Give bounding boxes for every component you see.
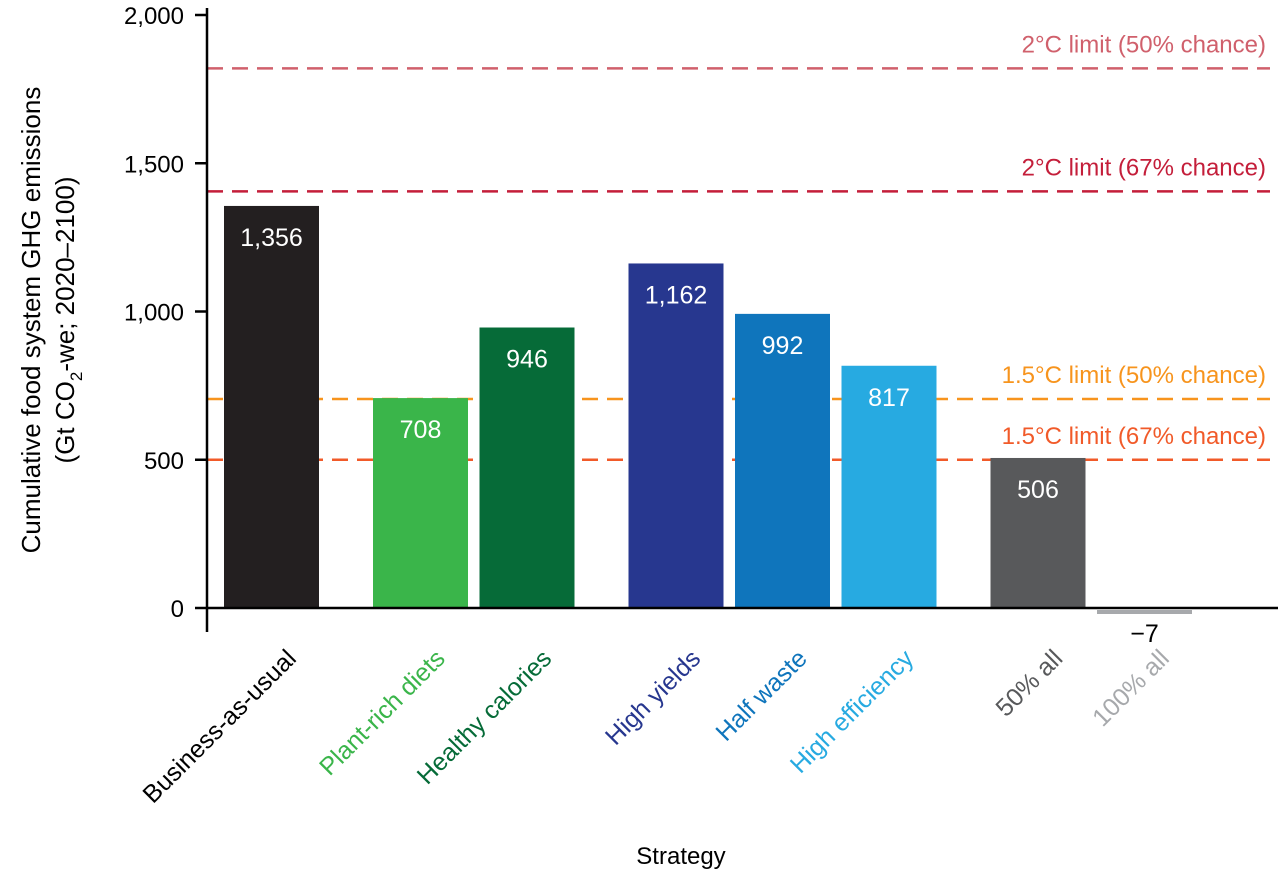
y-axis-title-pre: (Gt CO	[50, 381, 80, 463]
y-axis-title-post: -we; 2020–2100)	[50, 177, 80, 372]
reference-line-label: 2°C limit (67% chance)	[1022, 154, 1266, 181]
bar	[479, 327, 575, 608]
bars: 1,356 708 946 1,162 992 817 506 −7	[224, 205, 1192, 648]
category-label: 100% all	[1087, 644, 1175, 732]
category-label: High yields	[600, 644, 706, 750]
bar-value-label: 708	[400, 416, 442, 444]
y-tick-label: 500	[144, 448, 184, 475]
bar	[1097, 610, 1192, 614]
reference-line-label: 2°C limit (50% chance)	[1022, 31, 1266, 58]
category-label: Half waste	[710, 644, 812, 746]
y-axis-title-line1: Cumulative food system GHG emissions	[16, 87, 46, 554]
bar	[841, 365, 937, 608]
y-tick-label: 0	[171, 596, 184, 623]
bar-value-label: 817	[868, 384, 910, 412]
y-ticks: 0 500 1,000 1,500 2,000	[124, 3, 207, 623]
category-labels: Business-as-usual Plant-rich dietsHealthy…	[138, 644, 1175, 809]
bar	[628, 263, 724, 608]
y-tick-label: 2,000	[124, 3, 184, 30]
category-label: Business-as-usual	[138, 644, 302, 808]
y-tick-label: 1,000	[124, 300, 184, 327]
bar-value-label: 506	[1017, 476, 1059, 504]
axes	[205, 8, 1278, 632]
x-axis-title: Strategy	[636, 843, 725, 870]
bar-value-label: −7	[1130, 620, 1159, 648]
y-tick-label: 1,500	[124, 151, 184, 178]
bar-value-label: 992	[762, 332, 804, 360]
y-axis-title: Cumulative food system GHG emissions (Gt…	[16, 87, 86, 554]
y-axis-title-sub: 2	[67, 372, 86, 381]
bar	[224, 205, 319, 609]
bar	[735, 313, 830, 608]
category-label: 50% all	[990, 644, 1068, 722]
bar-value-label: 1,162	[645, 281, 708, 309]
bar	[373, 398, 468, 608]
bar-value-label: 1,356	[240, 224, 303, 252]
bar-value-label: 946	[506, 346, 548, 374]
reference-line-label: 1.5°C limit (67% chance)	[1002, 423, 1266, 450]
bar	[990, 457, 1086, 608]
y-axis-title-line2: (Gt CO2-we; 2020–2100)	[50, 177, 86, 464]
reference-line-label: 1.5°C limit (50% chance)	[1002, 362, 1266, 389]
